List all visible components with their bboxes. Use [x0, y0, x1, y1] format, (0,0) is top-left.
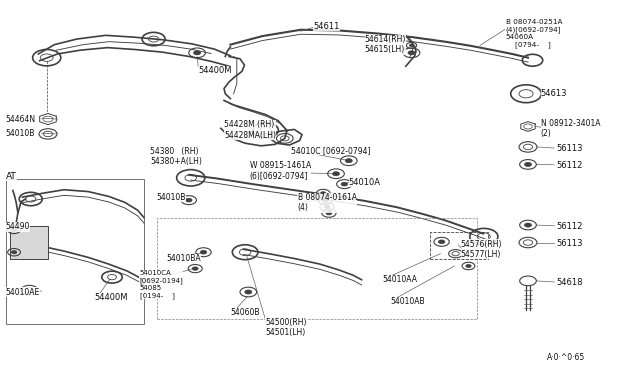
Bar [430, 232, 488, 259]
Bar [6, 179, 144, 324]
Circle shape [408, 51, 415, 55]
Circle shape [410, 44, 413, 46]
Text: 54010B: 54010B [157, 193, 186, 202]
Text: 54010A: 54010A [349, 178, 381, 187]
Circle shape [341, 182, 348, 186]
Text: 54400M: 54400M [95, 293, 128, 302]
Bar [10, 226, 48, 259]
Text: B 08074-0161A
(4): B 08074-0161A (4) [298, 193, 356, 212]
Circle shape [200, 250, 207, 254]
Circle shape [186, 198, 192, 202]
Text: 54464N: 54464N [5, 115, 35, 124]
Text: 54010AA: 54010AA [383, 275, 418, 284]
Text: W 08915-1461A
(6)[0692-0794]: W 08915-1461A (6)[0692-0794] [250, 161, 311, 181]
Text: 56113: 56113 [557, 239, 583, 248]
Text: 56113: 56113 [557, 144, 583, 153]
Text: 54611: 54611 [314, 22, 340, 31]
Circle shape [525, 163, 531, 166]
Text: 56112: 56112 [557, 161, 583, 170]
Circle shape [438, 240, 445, 244]
Text: 54010BA: 54010BA [166, 254, 201, 263]
Text: AT: AT [6, 172, 17, 181]
Text: 54010C [0692-0794]: 54010C [0692-0794] [291, 146, 371, 155]
Circle shape [192, 267, 198, 270]
Text: 54618: 54618 [557, 278, 583, 287]
Text: 54010AE: 54010AE [5, 288, 40, 296]
Circle shape [525, 223, 531, 227]
Text: 54010AB: 54010AB [390, 297, 425, 306]
Text: 54380   (RH)
54380+A(LH): 54380 (RH) 54380+A(LH) [150, 147, 202, 166]
Text: 54576(RH)
54577(LH): 54576(RH) 54577(LH) [461, 240, 502, 259]
Text: 54400M: 54400M [198, 66, 232, 75]
Circle shape [12, 251, 17, 254]
Text: N 08912-3401A
(2): N 08912-3401A (2) [541, 119, 600, 138]
Text: 56112: 56112 [557, 222, 583, 231]
Text: 54614(RH)
54615(LH): 54614(RH) 54615(LH) [365, 35, 406, 54]
Circle shape [320, 192, 326, 195]
Text: B 08074-0251A
(4)[0692-0794]
54060A
    [0794-    ]: B 08074-0251A (4)[0692-0794] 54060A [079… [506, 19, 562, 48]
Circle shape [466, 264, 471, 267]
Text: 54428M (RH)
54428MA(LH): 54428M (RH) 54428MA(LH) [224, 121, 276, 140]
Circle shape [194, 51, 200, 55]
Circle shape [326, 211, 332, 215]
Text: 54010CA
[0692-0194]
54085
[0194-    ]: 54010CA [0692-0194] 54085 [0194- ] [140, 270, 183, 299]
Circle shape [324, 205, 330, 209]
Circle shape [322, 198, 328, 202]
Bar [157, 218, 477, 319]
Text: 54613: 54613 [541, 89, 567, 97]
Text: 54500(RH)
54501(LH): 54500(RH) 54501(LH) [266, 318, 307, 337]
Circle shape [333, 172, 339, 176]
Circle shape [12, 228, 17, 231]
Text: 54490: 54490 [5, 222, 29, 231]
Text: 54010B: 54010B [5, 129, 35, 138]
Circle shape [346, 159, 352, 163]
Text: A·0·^0·65: A·0·^0·65 [547, 353, 586, 362]
Text: 54060B: 54060B [230, 308, 260, 317]
Circle shape [245, 290, 252, 294]
